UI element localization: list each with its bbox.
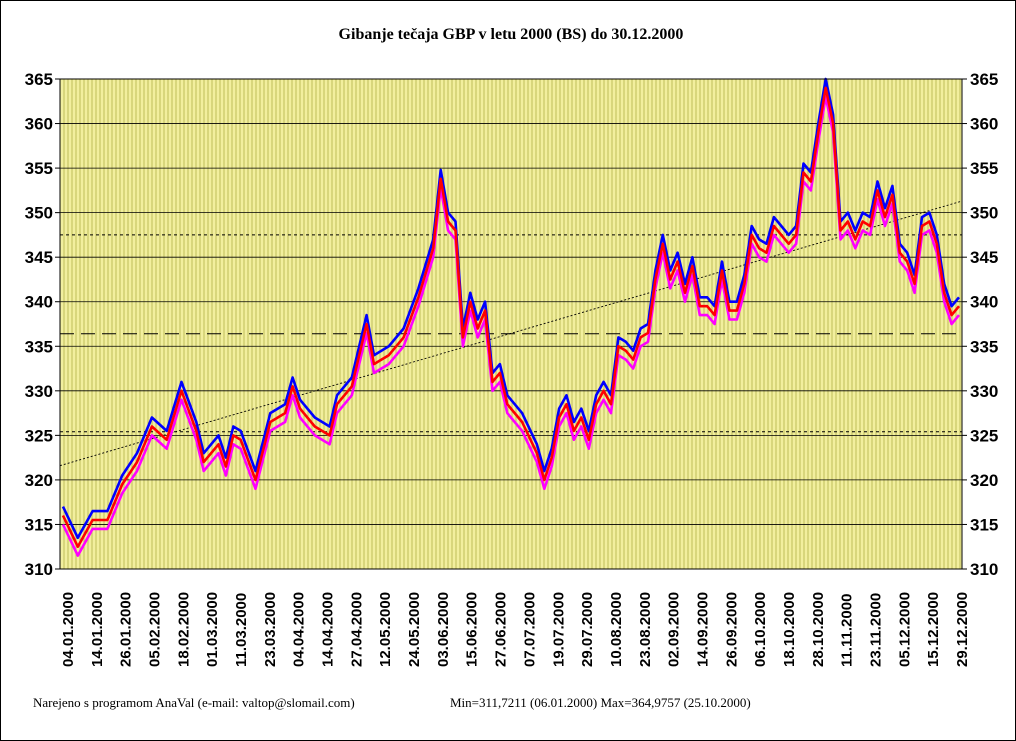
y-tick-label-right: 360 [970,115,998,134]
x-tick-label: 06.10.2000 [752,592,769,667]
x-tick-label: 11.11.2000 [839,594,856,667]
y-tick-label-right: 340 [970,293,998,312]
y-tick-label-right: 315 [970,515,998,534]
x-tick-label: 03.06.2000 [435,592,452,667]
x-tick-label: 07.07.2000 [521,592,538,667]
x-tick-label: 02.09.2000 [666,592,683,667]
y-tick-label-left: 330 [25,382,53,401]
y-tick-label-left: 350 [25,204,53,223]
x-tick-label: 29.12.2000 [954,592,971,667]
x-tick-label: 11.03.2000 [233,593,250,667]
y-tick-label-left: 325 [25,426,53,445]
x-axis-labels: 04.01.2000 14.01.2000 26.01.2000 05.02.2000… [60,592,971,667]
footer-stats: Min=311,7211 (06.01.2000) Max=364,9757 (… [450,695,751,710]
y-tick-label-left: 360 [25,115,53,134]
plot-frame [59,78,963,570]
y-tick-label-left: 315 [25,515,53,534]
x-tick-label: 23.03.2000 [262,592,279,667]
x-tick-label: 23.08.2000 [637,592,654,667]
price-series [61,77,960,557]
x-tick-label: 23.11.2000 [867,593,884,667]
y-axis-left: 310 315 320 325 330 335 340 345 350 355 360 365 [25,70,60,579]
y-tick-label-left: 345 [25,248,53,267]
x-tick-label: 24.05.2000 [406,592,423,667]
x-tick-label: 14.01.2000 [89,592,106,667]
footer-credit: Narejeno s programom AnaVal (e-mail: val… [33,695,355,710]
y-tick-label-right: 355 [970,159,998,178]
y-tick-label-left: 340 [25,293,53,312]
y-tick-label-left: 320 [25,471,53,490]
y-tick-label-right: 310 [970,560,998,579]
x-tick-label: 04.04.2000 [291,592,308,667]
x-tick-label: 27.06.2000 [493,592,510,667]
reference-lines [59,200,963,467]
x-tick-label: 15.12.2000 [925,592,942,667]
x-tick-label: 27.04.2000 [348,592,365,667]
x-tick-label: 18.10.2000 [781,592,798,667]
x-tick-label: 19.07.2000 [550,592,567,667]
y-tick-label-right: 335 [970,337,998,356]
x-tick-label: 29.07.2000 [579,592,596,667]
x-tick-label: 05.02.2000 [147,592,164,667]
y-axis-right: 310 315 320 325 330 335 340 345 350 355 360 365 [962,70,998,579]
x-tick-label: 01.03.2000 [204,592,221,667]
x-tick-label: 15.06.2000 [464,592,481,667]
x-tick-label: 28.10.2000 [810,592,827,667]
x-tick-label: 26.09.2000 [723,592,740,667]
y-tick-label-right: 345 [970,248,998,267]
x-tick-label: 14.09.2000 [694,592,711,667]
y-tick-label-right: 365 [970,70,998,89]
y-tick-label-left: 365 [25,70,53,89]
y-tick-label-right: 330 [970,382,998,401]
series-line-2 [61,86,960,549]
y-tick-label-right: 350 [970,204,998,223]
x-tick-label: 26.01.2000 [118,592,135,667]
x-tick-label: 10.08.2000 [608,592,625,667]
y-tick-label-left: 355 [25,159,53,178]
y-tick-label-left: 335 [25,337,53,356]
x-tick-label: 12.05.2000 [377,592,394,667]
x-tick-label: 05.12.2000 [896,592,913,667]
x-tick-label: 04.01.2000 [60,592,77,667]
trend-line [59,200,963,467]
chart-title: Gibanje tečaja GBP v letu 2000 (BS) do 3… [339,26,684,43]
plot-area [59,78,963,570]
x-tick-label: 14.04.2000 [320,592,337,667]
y-tick-label-right: 320 [970,471,998,490]
y-tick-label-left: 310 [25,560,53,579]
y-tick-label-right: 325 [970,426,998,445]
x-tick-label: 18.02.2000 [175,592,192,667]
